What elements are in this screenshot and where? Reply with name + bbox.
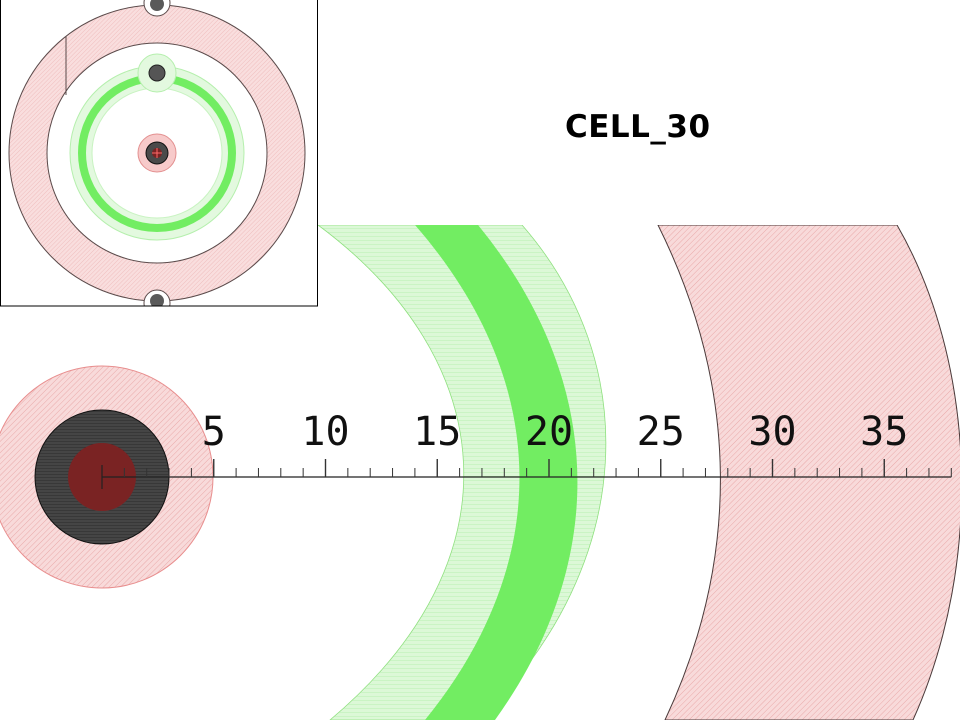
green-core-band [415, 225, 578, 720]
scale-label-5: 5 [202, 409, 226, 455]
scale-label-25: 25 [637, 409, 685, 455]
outer-ring-band [657, 225, 960, 720]
page-title: CELL_30 [565, 109, 711, 145]
inset-aux-pin [148, 64, 166, 82]
scale-label-30: 30 [748, 409, 796, 455]
measurement-scale: 5 10 15 20 25 30 35 [101, 409, 952, 489]
scale-label-35: 35 [860, 409, 908, 455]
inset-frame [0, 0, 318, 307]
scale-label-15: 15 [413, 409, 461, 455]
inset-top-pin [150, 0, 164, 11]
overview-inset [0, 0, 318, 307]
scale-label-20: 20 [525, 409, 573, 455]
scale-label-10: 10 [301, 409, 349, 455]
inset-bottom-pin [150, 294, 164, 306]
